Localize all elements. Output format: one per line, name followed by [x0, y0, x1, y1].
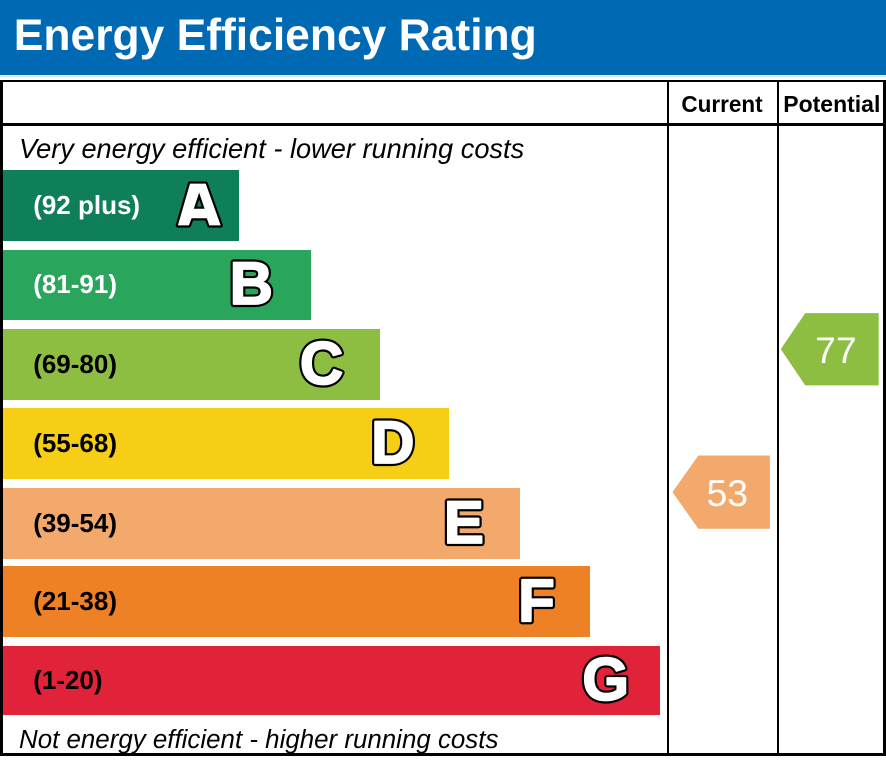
- svg-text:D: D: [371, 409, 414, 476]
- svg-text:G: G: [582, 646, 629, 713]
- svg-text:C: C: [300, 330, 343, 397]
- svg-text:F: F: [518, 567, 555, 634]
- svg-text:E: E: [444, 489, 484, 556]
- svg-text:E: E: [444, 489, 484, 556]
- svg-text:F: F: [518, 567, 555, 634]
- svg-text:53: 53: [707, 472, 749, 514]
- svg-text:G: G: [582, 646, 629, 713]
- svg-text:B: B: [230, 250, 273, 317]
- svg-text:B: B: [230, 250, 273, 317]
- svg-text:77: 77: [815, 329, 857, 371]
- svg-text:C: C: [300, 330, 343, 397]
- svg-text:D: D: [371, 409, 414, 476]
